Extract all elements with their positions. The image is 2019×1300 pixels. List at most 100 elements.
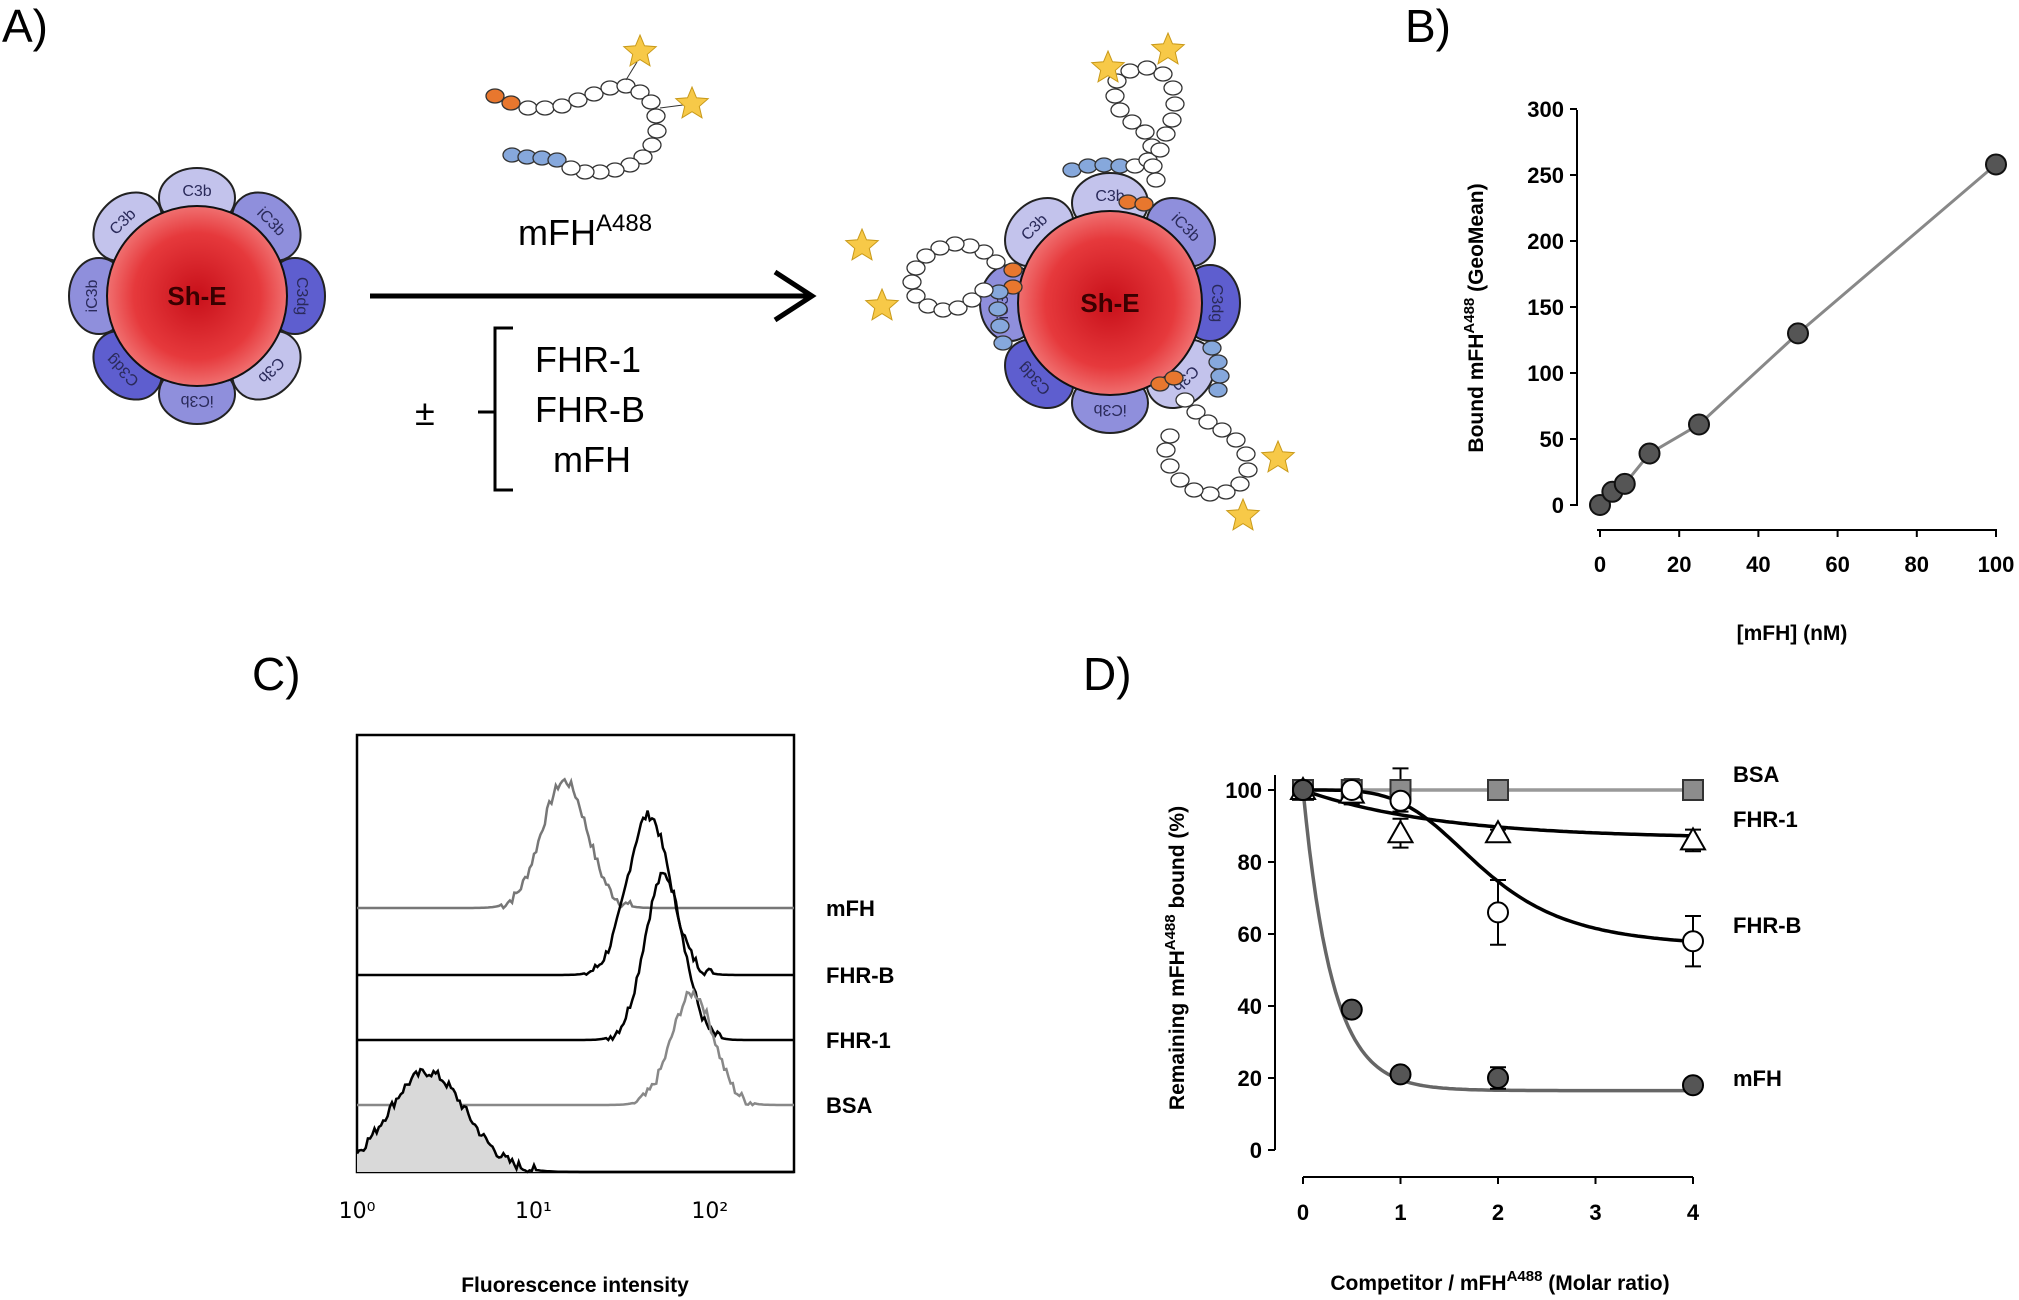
fluorophore-star-icon [844, 227, 880, 261]
panel-b-chart: 0 50 100 150 200 250 300 0 20 40 60 80 100 [mFH] (nM… [1461, 97, 2014, 645]
ccp-blue-bead [1062, 162, 1082, 178]
ccp-blue-bead [1208, 354, 1228, 370]
competitor-fhrb: FHR-B [535, 389, 645, 430]
ccp-white-bead [1122, 114, 1142, 130]
ccp-white-bead [561, 160, 581, 176]
ccp-white-bead [630, 84, 650, 100]
ccp-white-bead [1163, 80, 1183, 96]
ccp-white-bead [584, 86, 604, 102]
ccp-white-bead [1200, 486, 1220, 502]
ccp-white-bead [1150, 142, 1170, 158]
d-point-FHR-B [1487, 901, 1509, 924]
fluorophore-star-icon [1225, 497, 1261, 531]
ccp-white-bead [1135, 124, 1155, 140]
plus-minus-symbol: ± [415, 392, 435, 433]
b-y-tick-label: 50 [1540, 427, 1564, 452]
b-x-tick-label: 40 [1746, 552, 1770, 577]
d-x-tick-label: 4 [1687, 1200, 1700, 1225]
ccp-white-bead [1105, 88, 1125, 104]
ccp-white-bead [552, 98, 572, 114]
b-x-axis-title: [mFH] (nM) [1737, 622, 1848, 645]
ccp-white-bead [1175, 392, 1195, 408]
b-y-tick-label: 300 [1527, 97, 1564, 122]
c-histogram-fill-unstained [357, 1069, 794, 1172]
ccp-white-bead [906, 260, 926, 276]
d-y-tick-label: 40 [1238, 994, 1262, 1019]
right-cell-domain-label: C3dg [1208, 284, 1225, 322]
b-y-axis-title: Bound mFHA488 (GeoMean) [1461, 183, 1488, 452]
c-histogram-FHR-1 [357, 871, 794, 1042]
d-x-tick-label: 1 [1394, 1200, 1406, 1225]
b-data-point [1613, 472, 1636, 495]
b-x-tick-label: 100 [1978, 552, 2015, 577]
ccp-white-bead [906, 288, 926, 304]
ccp-orange-bead [1134, 196, 1154, 212]
fluorophore-star-icon [1260, 439, 1296, 473]
ccp-white-bead [974, 282, 994, 298]
ccp-white-bead [1143, 158, 1163, 174]
d-point-mFH [1340, 998, 1363, 1021]
right-cell-domain-label: iC3b [1093, 401, 1126, 418]
ccp-white-bead [1137, 60, 1157, 76]
c-histogram-FHR-B [357, 810, 794, 977]
d-legend-FHR-1: FHR-1 [1733, 807, 1798, 832]
ccp-white-bead [1160, 428, 1180, 444]
probe-label: mFHA488 [518, 210, 652, 253]
ccp-orange-bead [1118, 194, 1138, 210]
ccp-white-bead [647, 123, 667, 139]
left-cell-domain-label: iC3b [84, 279, 101, 312]
d-y-tick-label: 80 [1238, 850, 1262, 875]
d-y-axis-title: Remaining mFHA488 bound (%) [1162, 806, 1189, 1110]
competitor-mfh: mFH [553, 439, 631, 480]
panel-d-chart: 0 20 40 60 80 100 0 1 2 3 4 BSA FHR-1 FHR-B mFH Compe… [1162, 762, 1801, 1295]
ccp-white-bead [1120, 63, 1140, 79]
d-y-tick-label: 100 [1225, 778, 1262, 803]
d-point-mFH [1292, 779, 1314, 801]
mfh-probe-molecule-icon [485, 33, 710, 180]
fluorophore-star-icon [622, 33, 658, 67]
arrow-head-icon [773, 269, 817, 323]
b-data-point [1787, 322, 1809, 345]
ccp-white-bead [633, 149, 653, 165]
d-x-axis-title: Competitor / mFHA488 (Molar ratio) [1330, 1268, 1669, 1295]
b-data-point [1638, 442, 1661, 465]
ccp-white-bead [1226, 432, 1246, 448]
b-data-point [1688, 413, 1710, 436]
d-point-BSA [1487, 779, 1509, 801]
d-x-tick-label: 3 [1589, 1200, 1601, 1225]
c-legend-FHR-1: FHR-1 [826, 1028, 891, 1053]
right-cell-domain-label: C3b [1095, 188, 1124, 205]
star-stem [659, 104, 684, 109]
ccp-white-bead [1212, 422, 1232, 438]
ccp-white-bead [930, 240, 950, 256]
ccp-orange-bead [1164, 370, 1184, 386]
competitor-fhr1: FHR-1 [535, 339, 641, 380]
ccp-white-bead [1236, 446, 1256, 462]
ccp-blue-bead [993, 335, 1013, 351]
panel-label-a: A) [2, 0, 48, 52]
ccp-white-bead [1162, 112, 1182, 128]
ccp-blue-bead [1210, 368, 1230, 384]
left-cell-domain-label: C3b [182, 183, 211, 200]
ccp-white-bead [641, 94, 661, 110]
d-fit-mFH [1301, 789, 1693, 1093]
d-point-FHR-B [1340, 779, 1363, 801]
fluorophore-star-icon [1090, 49, 1126, 83]
ccp-white-bead [1198, 414, 1218, 430]
b-data-point [1985, 153, 2007, 176]
c-legend-mFH: mFH [826, 896, 875, 921]
c-x-tick-label: 10⁰ [339, 1199, 376, 1224]
ccp-white-bead [1153, 66, 1173, 82]
d-legend-mFH: mFH [1733, 1066, 1782, 1091]
c-x-axis-title: Fluorescence intensity [461, 1274, 689, 1297]
fluorophore-star-icon [864, 287, 900, 321]
ccp-blue-bead [1094, 157, 1114, 173]
d-point-FHR-1 [1484, 819, 1512, 844]
fluorophore-star-icon [674, 85, 710, 119]
right-cell-label: Sh-E [1080, 288, 1139, 318]
fluorophore-star-icon [1150, 31, 1186, 65]
